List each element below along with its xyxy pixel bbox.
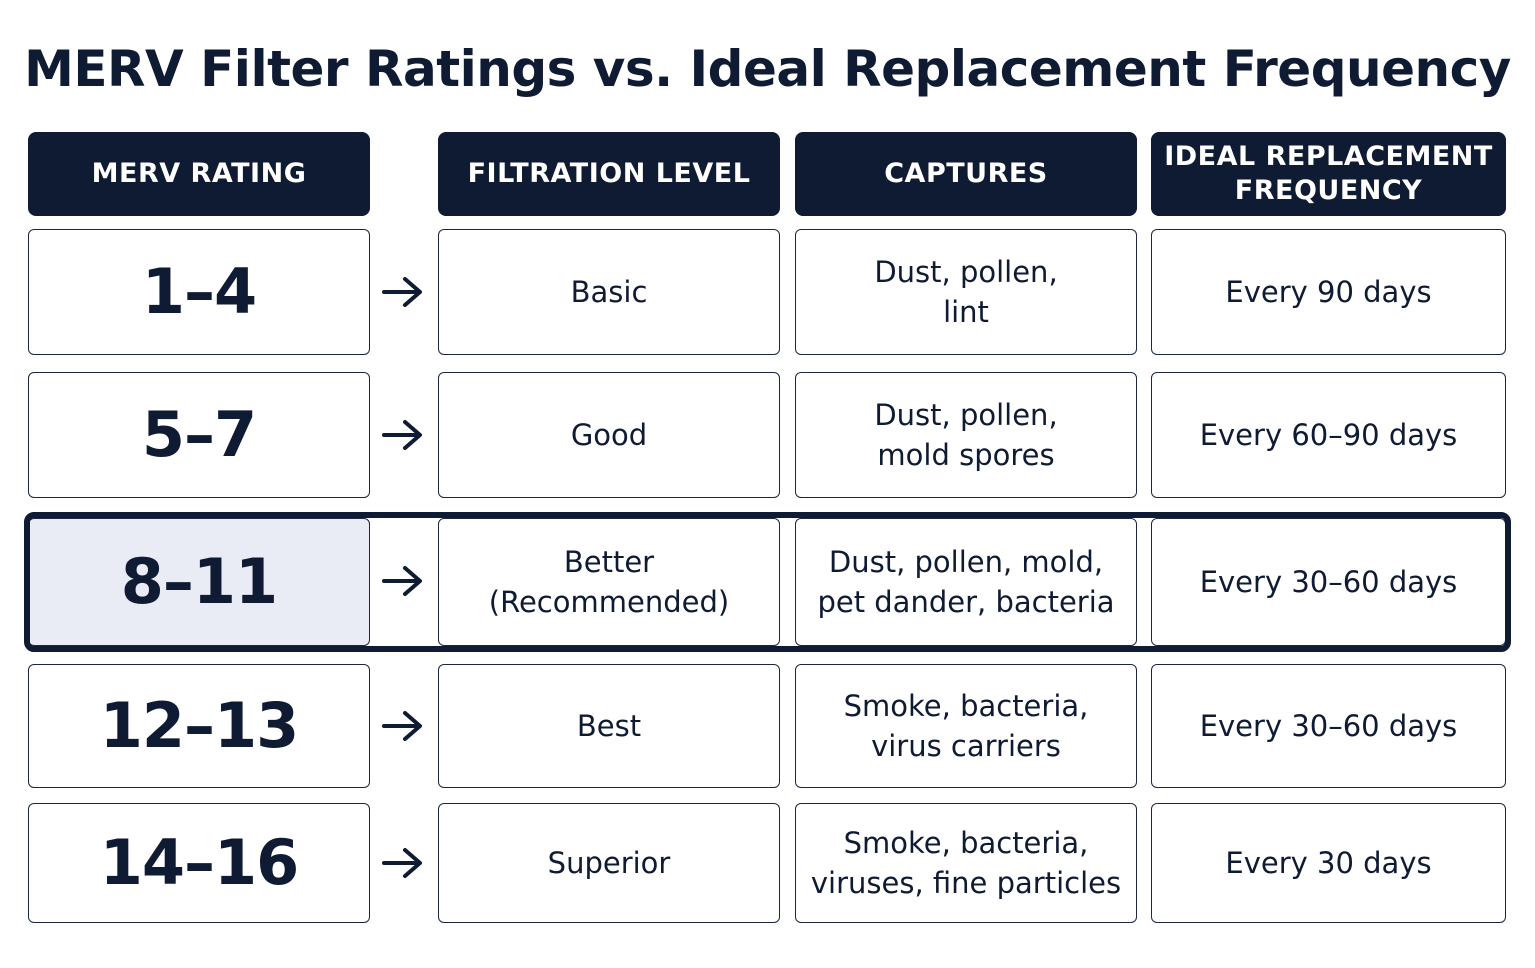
merv-rating-cell: 12–13 bbox=[28, 664, 370, 788]
filtration-level-cell: Superior bbox=[438, 803, 780, 923]
captures-value: Dust, pollen, mold, pet dander, bacteria bbox=[817, 545, 1115, 619]
merv-rating-value: 12–13 bbox=[99, 689, 300, 762]
header-merv-rating-label: MERV RATING bbox=[91, 158, 307, 189]
header-replacement-frequency-line1: IDEAL REPLACEMENT bbox=[1164, 141, 1493, 172]
captures-cell: Dust, pollen, lint bbox=[795, 229, 1137, 355]
captures-cell: Smoke, bacteria, viruses, fine particles bbox=[795, 803, 1137, 923]
replacement-frequency-value: Every 60–90 days bbox=[1199, 418, 1458, 452]
arrow-right-icon bbox=[378, 415, 428, 455]
header-filtration-level: FILTRATION LEVEL bbox=[438, 132, 780, 216]
header-filtration-level-label: FILTRATION LEVEL bbox=[467, 158, 751, 189]
header-replacement-frequency: IDEAL REPLACEMENT FREQUENCY bbox=[1151, 132, 1506, 216]
arrow-right-icon bbox=[378, 843, 428, 883]
merv-rating-cell: 8–11 bbox=[28, 518, 370, 646]
captures-cell: Smoke, bacteria, virus carriers bbox=[795, 664, 1137, 788]
header-captures-label: CAPTURES bbox=[884, 158, 1048, 189]
header-captures: CAPTURES bbox=[795, 132, 1137, 216]
captures-value: Dust, pollen, mold spores bbox=[874, 398, 1058, 472]
merv-rating-cell: 5–7 bbox=[28, 372, 370, 498]
filtration-level-value: Better (Recommended) bbox=[488, 545, 730, 619]
filtration-level-value: Good bbox=[570, 418, 648, 452]
replacement-frequency-cell: Every 30–60 days bbox=[1151, 518, 1506, 646]
arrow-right-icon bbox=[378, 706, 428, 746]
header-merv-rating: MERV RATING bbox=[28, 132, 370, 216]
filtration-level-value: Best bbox=[576, 709, 642, 743]
captures-cell: Dust, pollen, mold, pet dander, bacteria bbox=[795, 518, 1137, 646]
captures-value: Smoke, bacteria, virus carriers bbox=[843, 689, 1089, 763]
replacement-frequency-cell: Every 30 days bbox=[1151, 803, 1506, 923]
arrow-right-icon bbox=[378, 561, 428, 601]
filtration-level-cell: Basic bbox=[438, 229, 780, 355]
replacement-frequency-value: Every 30 days bbox=[1225, 846, 1432, 880]
merv-rating-cell: 14–16 bbox=[28, 803, 370, 923]
replacement-frequency-cell: Every 60–90 days bbox=[1151, 372, 1506, 498]
merv-rating-value: 1–4 bbox=[141, 255, 257, 328]
arrow-right-icon bbox=[378, 272, 428, 312]
captures-cell: Dust, pollen, mold spores bbox=[795, 372, 1137, 498]
merv-rating-value: 14–16 bbox=[99, 826, 300, 899]
replacement-frequency-value: Every 90 days bbox=[1225, 275, 1432, 309]
filtration-level-cell: Better (Recommended) bbox=[438, 518, 780, 646]
filtration-level-cell: Best bbox=[438, 664, 780, 788]
captures-value: Dust, pollen, lint bbox=[874, 255, 1058, 329]
filtration-level-value: Superior bbox=[547, 846, 671, 880]
page-title: MERV Filter Ratings vs. Ideal Replacemen… bbox=[24, 40, 1511, 98]
merv-rating-cell: 1–4 bbox=[28, 229, 370, 355]
replacement-frequency-cell: Every 30–60 days bbox=[1151, 664, 1506, 788]
merv-rating-value: 8–11 bbox=[120, 545, 278, 618]
header-replacement-frequency-line2: FREQUENCY bbox=[1234, 175, 1423, 206]
filtration-level-cell: Good bbox=[438, 372, 780, 498]
captures-value: Smoke, bacteria, viruses, fine particles bbox=[810, 826, 1122, 900]
replacement-frequency-cell: Every 90 days bbox=[1151, 229, 1506, 355]
merv-rating-value: 5–7 bbox=[141, 398, 257, 471]
replacement-frequency-value: Every 30–60 days bbox=[1199, 709, 1458, 743]
filtration-level-value: Basic bbox=[570, 275, 648, 309]
replacement-frequency-value: Every 30–60 days bbox=[1199, 565, 1458, 599]
